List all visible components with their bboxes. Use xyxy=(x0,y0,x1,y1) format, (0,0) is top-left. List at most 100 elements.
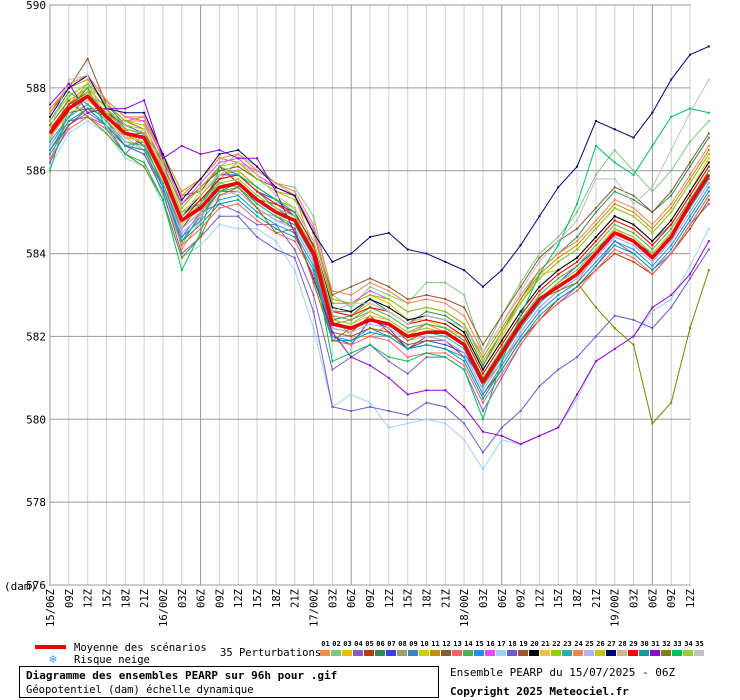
perturbation-point xyxy=(707,202,710,205)
perturbation-point xyxy=(256,207,259,209)
perturbation-point xyxy=(613,207,616,209)
perturbation-point xyxy=(369,302,371,305)
perturbation-point xyxy=(350,285,353,288)
perturbation-point xyxy=(425,335,428,338)
perturbation-point xyxy=(594,335,597,338)
y-axis-ticks: 576 578 580 582 584 586 588 590 xyxy=(26,0,46,592)
perturbation-point xyxy=(613,227,616,230)
perturbation-point xyxy=(519,281,522,284)
perturbation-point xyxy=(387,376,390,379)
perturbation-point xyxy=(199,227,202,230)
x-tick-label: 19/00Z xyxy=(610,589,622,627)
perturbation-point xyxy=(86,86,89,89)
legend-number: 16 xyxy=(486,640,494,648)
perturbation-point xyxy=(670,294,673,296)
perturbation-point xyxy=(143,124,146,127)
legend-swatch xyxy=(496,650,506,656)
perturbation-point xyxy=(350,252,353,255)
perturbation-point xyxy=(199,198,202,201)
perturbation-point xyxy=(707,153,710,156)
perturbation-point xyxy=(350,335,353,338)
perturbation-point xyxy=(161,182,164,185)
perturbation-point xyxy=(613,347,616,350)
perturbation-point xyxy=(199,153,202,156)
perturbation-point xyxy=(651,240,654,243)
perturbation-point xyxy=(331,298,334,301)
perturbation-point xyxy=(312,223,315,226)
perturbation-point xyxy=(86,111,89,114)
perturbation-point xyxy=(557,240,560,243)
perturbation-point xyxy=(594,260,597,263)
perturbation-point xyxy=(86,120,89,122)
perturbation-point xyxy=(538,277,541,280)
perturbation-point xyxy=(632,256,635,259)
legend-number: 22 xyxy=(552,640,560,648)
perturbation-point xyxy=(86,57,89,60)
perturbation-point xyxy=(425,323,428,325)
perturbation-point xyxy=(293,194,296,197)
legend-number: 27 xyxy=(607,640,615,648)
perturbation-point xyxy=(274,223,277,226)
perturbation-point xyxy=(689,140,691,143)
perturbation-point xyxy=(180,144,183,147)
legend: Moyenne des scénarios ❄ Risque neige 35 … xyxy=(35,640,704,666)
perturbation-point xyxy=(105,128,108,131)
perturbation-point xyxy=(425,294,428,296)
perturbation-point xyxy=(425,343,428,346)
perturbation-point xyxy=(651,111,654,114)
perturbation-point xyxy=(67,86,70,89)
legend-number: 18 xyxy=(508,640,516,648)
perturbation-line xyxy=(49,112,710,454)
perturbation-point xyxy=(632,207,635,209)
perturbation-point xyxy=(312,269,315,272)
perturbation-line xyxy=(49,86,709,421)
x-tick-label: 16/00Z xyxy=(158,589,170,627)
perturbation-point xyxy=(86,103,89,106)
perturbation-point xyxy=(274,231,277,234)
perturbation-point xyxy=(707,120,710,122)
legend-number: 10 xyxy=(420,640,428,648)
perturbation-point xyxy=(293,256,296,259)
perturbation-point xyxy=(237,149,240,151)
perturbation-point xyxy=(274,215,277,218)
perturbation-point xyxy=(406,310,409,313)
perturbation-point xyxy=(613,198,616,201)
perturbation-point xyxy=(689,273,691,276)
perturbation-point xyxy=(406,248,409,251)
perturbation-point xyxy=(500,314,503,317)
perturbation-point xyxy=(180,190,183,193)
perturbation-point xyxy=(481,410,484,412)
perturbation-point xyxy=(406,318,409,321)
perturbation-point xyxy=(463,331,466,334)
perturbation-point xyxy=(576,289,579,292)
perturbation-point xyxy=(237,165,240,168)
perturbation-point xyxy=(557,256,560,259)
perturbation-point xyxy=(180,202,183,205)
perturbation-point xyxy=(143,140,146,143)
perturbation-point xyxy=(689,219,691,222)
perturbation-point xyxy=(576,356,579,359)
perturbation-point xyxy=(369,401,371,404)
perturbation-point xyxy=(500,439,503,441)
y-tick-label: 590 xyxy=(26,0,46,12)
perturbation-point xyxy=(406,360,409,363)
perturbation-point xyxy=(519,339,522,342)
legend-mean-label: Moyenne des scénarios xyxy=(74,642,207,654)
perturbation-point xyxy=(105,132,108,135)
perturbation-point xyxy=(49,124,51,127)
perturbation-point xyxy=(632,318,635,321)
perturbation-point xyxy=(670,78,673,81)
x-tick-label: 21Z xyxy=(440,589,452,608)
perturbation-point xyxy=(557,426,560,429)
perturbation-point xyxy=(651,310,654,313)
perturbation-point xyxy=(331,360,334,363)
perturbation-point xyxy=(425,314,428,317)
perturbation-point xyxy=(161,169,164,172)
perturbation-point xyxy=(425,339,428,342)
perturbation-point xyxy=(124,136,127,139)
perturbation-point xyxy=(632,173,635,176)
perturbation-point xyxy=(274,240,277,243)
run-label: Ensemble PEARP du 15/07/2025 - 06Z xyxy=(450,666,676,679)
perturbation-point xyxy=(425,352,428,354)
x-tick-label: 15/06Z xyxy=(45,589,57,627)
